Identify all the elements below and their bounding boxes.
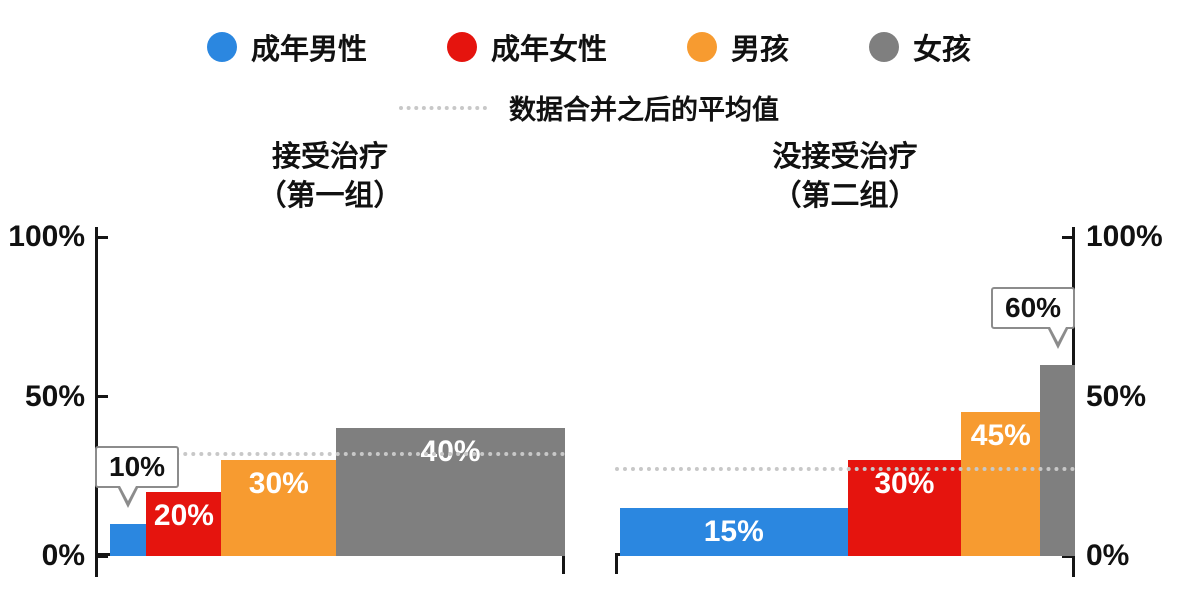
legend-item-adult-female: 成年女性 <box>446 26 607 68</box>
bar-value-label: 20% <box>153 499 214 533</box>
chart-title-treated-line1: 接受治疗 <box>271 141 388 173</box>
legend-item-adult-male: 成年男性 <box>206 26 367 68</box>
legend-swatch-boy-icon <box>687 32 717 62</box>
y-tick <box>95 235 108 239</box>
y-tick-label: 0% <box>1086 539 1130 572</box>
legend-swatch-adult-female-icon <box>446 32 477 62</box>
average-line <box>615 466 1075 471</box>
bar-adult-female <box>847 460 962 556</box>
callout-pointer-girl-icon <box>1046 326 1069 349</box>
chart-title-untreated: 没接受治疗 （第二组） <box>615 138 1075 216</box>
chart-plot-treated: 0% 50% 100% 20% 30% 40% 10% <box>8 220 565 577</box>
bar-boy <box>961 412 1041 556</box>
callout-label-adult-male: 10% <box>95 446 180 489</box>
average-dotted-line-icon <box>399 105 487 110</box>
chart-title-untreated-line1: 没接受治疗 <box>772 141 918 173</box>
y-tick <box>1062 235 1075 239</box>
x-axis-end-tick <box>562 553 565 574</box>
legend-label-boy: 男孩 <box>731 34 790 66</box>
bar-value-label: 15% <box>703 515 764 549</box>
y-tick <box>95 554 108 558</box>
legend-swatch-adult-male-icon <box>206 32 237 62</box>
chart-title-treated-line2: （第一组） <box>257 180 403 212</box>
bar-girl <box>1040 364 1075 556</box>
y-tick <box>1062 554 1075 558</box>
average-line <box>95 452 565 457</box>
y-tick-label: 50% <box>24 379 85 413</box>
y-tick <box>95 395 108 398</box>
callout-pointer-adult-male-icon <box>117 486 140 509</box>
y-axis <box>95 227 98 577</box>
bar-value-label: 30% <box>874 467 935 501</box>
y-tick-label: 0% <box>41 539 85 572</box>
legend-average: 数据合并之后的平均值 <box>0 88 1178 127</box>
chart-plot-untreated: 0% 50% 100% 15% 30% 45% 60% <box>615 220 1163 577</box>
legend-item-girl: 女孩 <box>869 26 971 68</box>
bar-adult-male <box>110 524 147 556</box>
legend-label-girl: 女孩 <box>913 34 972 66</box>
legend-item-boy: 男孩 <box>687 26 789 68</box>
y-tick-label: 50% <box>1086 379 1147 413</box>
bar-adult-male <box>620 508 848 556</box>
y-tick-label: 100% <box>1086 220 1163 253</box>
y-tick-label: 100% <box>8 220 85 253</box>
callout-label-girl: 60% <box>991 286 1076 329</box>
chart-title-untreated-line2: （第二组） <box>772 180 918 212</box>
bar-boy <box>221 460 337 556</box>
bar-adult-female <box>146 492 222 556</box>
x-axis-end-tick <box>615 553 618 574</box>
bar-girl <box>336 428 565 556</box>
legend-swatch-girl-icon <box>869 32 900 62</box>
bar-value-label: 30% <box>248 467 309 501</box>
bar-value-label: 45% <box>970 419 1031 453</box>
legend: 成年男性 成年女性 男孩 女孩 <box>0 26 1178 68</box>
legend-label-adult-male: 成年男性 <box>250 34 367 66</box>
legend-average-label: 数据合并之后的平均值 <box>509 95 779 125</box>
bar-value-label: 40% <box>420 435 481 469</box>
legend-label-adult-female: 成年女性 <box>490 34 607 66</box>
chart-title-treated: 接受治疗 （第一组） <box>95 138 565 216</box>
